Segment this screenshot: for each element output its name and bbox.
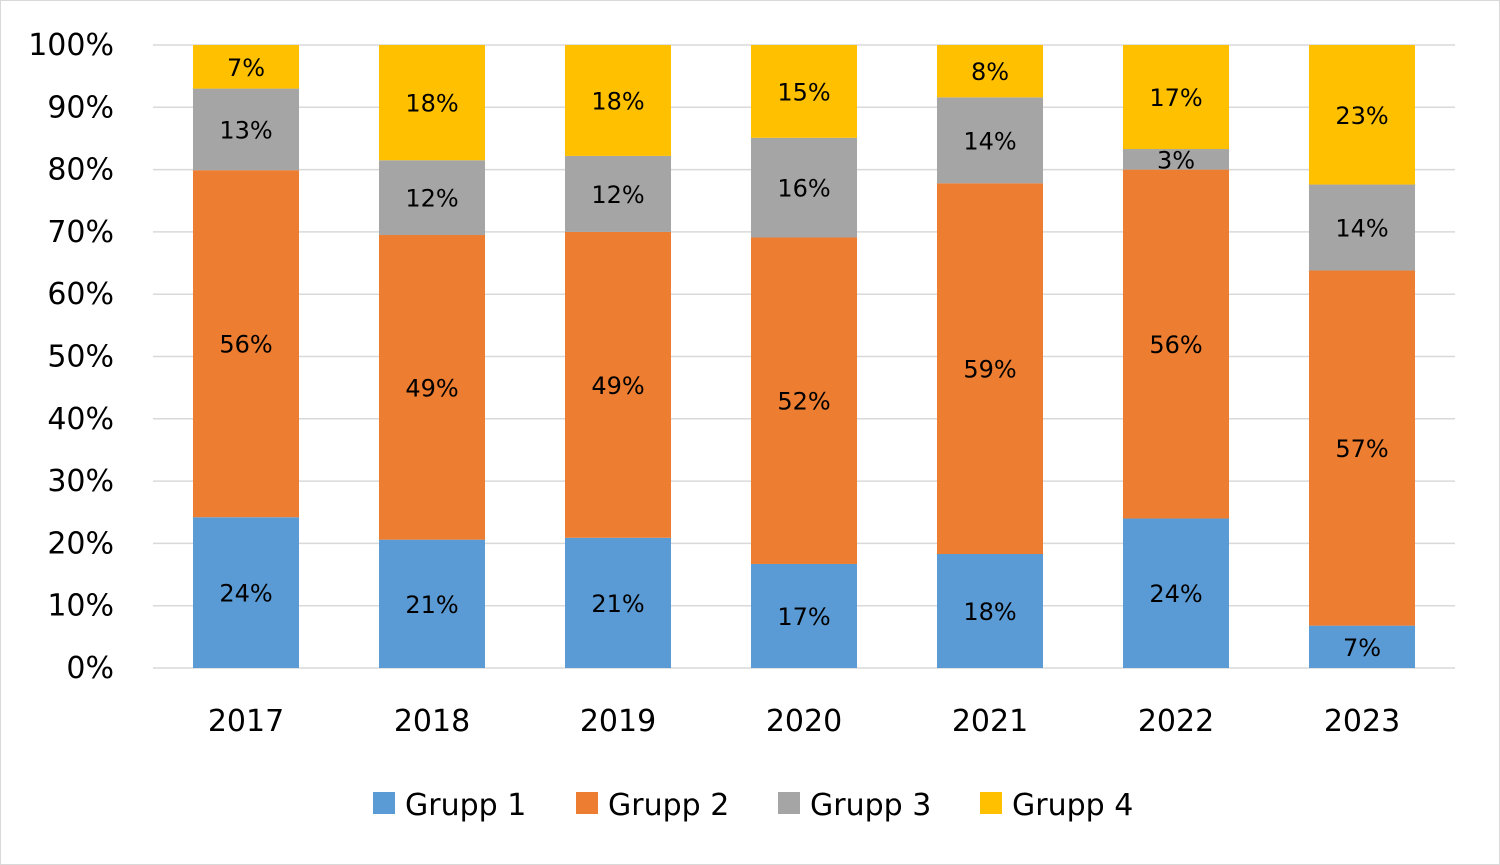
x-tick-label: 2022 — [1138, 704, 1214, 739]
bar-segment — [564, 45, 672, 156]
data-label: 49% — [591, 372, 644, 400]
bar-segment — [1122, 169, 1230, 519]
legend-label: Grupp 3 — [810, 788, 931, 823]
legend: Grupp 1 Grupp 2 Grupp 3 Grupp 4 — [373, 788, 1133, 823]
bar-segment — [936, 553, 1044, 668]
data-label: 15% — [777, 78, 830, 106]
bar-segment — [192, 88, 300, 171]
data-label: 17% — [777, 603, 830, 631]
y-tick-label: 50% — [47, 340, 114, 375]
bars: 24% 56% 13% 7% 21% 49% 12% 18% 21% 49% 12% 18% 17% 52… — [192, 45, 1416, 668]
data-label: 52% — [777, 388, 830, 416]
data-label: 12% — [405, 185, 458, 213]
bar-segment — [1308, 184, 1416, 271]
y-tick-label: 80% — [47, 153, 114, 188]
y-tick-label: 100% — [28, 28, 114, 63]
data-label: 12% — [591, 181, 644, 209]
legend-label: Grupp 1 — [405, 788, 526, 823]
legend-swatch — [373, 792, 395, 814]
bar-segment — [750, 137, 858, 238]
data-label: 3% — [1157, 146, 1195, 174]
data-label: 49% — [405, 374, 458, 402]
data-label: 14% — [1335, 215, 1388, 243]
y-tick-label: 90% — [47, 90, 114, 125]
bar-segment — [936, 45, 1044, 98]
x-tick-label: 2020 — [766, 704, 842, 739]
data-label: 57% — [1335, 435, 1388, 463]
data-label: 13% — [219, 116, 272, 144]
data-label: 18% — [405, 90, 458, 118]
y-tick-label: 20% — [47, 526, 114, 561]
x-axis: 2017 2018 2019 2020 2021 2022 2023 — [208, 704, 1400, 739]
bar-segment — [1308, 45, 1416, 185]
data-label: 16% — [777, 175, 830, 203]
bar-segment — [1308, 625, 1416, 668]
bar-segment — [1308, 270, 1416, 626]
bar-segment — [378, 235, 486, 540]
bar-segment — [1122, 518, 1230, 668]
bar-segment — [378, 160, 486, 236]
y-tick-label: 60% — [47, 277, 114, 312]
data-label: 24% — [219, 580, 272, 608]
bar-segment — [750, 563, 858, 668]
data-label: 56% — [1149, 331, 1202, 359]
y-tick-label: 70% — [47, 215, 114, 250]
y-tick-label: 30% — [47, 464, 114, 499]
data-label: 56% — [219, 331, 272, 359]
data-label: 7% — [1343, 634, 1381, 662]
data-label: 18% — [591, 87, 644, 115]
data-label: 18% — [963, 598, 1016, 626]
x-tick-label: 2018 — [394, 704, 470, 739]
bar-segment — [564, 537, 672, 668]
y-axis: 0% 10% 20% 30% 40% 50% 60% 70% 80% 90% 100% — [28, 28, 114, 686]
y-tick-label: 40% — [47, 402, 114, 437]
data-label: 21% — [591, 590, 644, 618]
bar-segment — [378, 539, 486, 668]
x-tick-label: 2021 — [952, 704, 1028, 739]
bar-segment — [192, 517, 300, 668]
data-label: 59% — [963, 356, 1016, 384]
bar-segment — [192, 170, 300, 518]
bar-segment — [750, 45, 858, 138]
bar-segment — [750, 237, 858, 564]
bar-segment — [936, 97, 1044, 184]
data-label: 17% — [1149, 84, 1202, 112]
data-label: 7% — [227, 54, 265, 82]
bar-segment — [192, 45, 300, 89]
x-tick-label: 2017 — [208, 704, 284, 739]
data-label: 21% — [405, 591, 458, 619]
x-tick-label: 2023 — [1324, 704, 1400, 739]
legend-swatch — [778, 792, 800, 814]
bar-segment — [1122, 45, 1230, 150]
data-label: 14% — [963, 127, 1016, 155]
y-tick-label: 0% — [66, 651, 114, 686]
legend-swatch — [576, 792, 598, 814]
legend-label: Grupp 4 — [1012, 788, 1133, 823]
data-label: 24% — [1149, 580, 1202, 608]
y-tick-label: 10% — [47, 589, 114, 624]
bar-segment — [564, 231, 672, 538]
bar-segment — [378, 45, 486, 161]
bar-segment — [936, 183, 1044, 554]
x-tick-label: 2019 — [580, 704, 656, 739]
bar-segment — [564, 155, 672, 232]
data-label: 23% — [1335, 102, 1388, 130]
data-label: 8% — [971, 58, 1009, 86]
legend-swatch — [980, 792, 1002, 814]
bar-segment — [1122, 149, 1230, 170]
legend-label: Grupp 2 — [608, 788, 729, 823]
